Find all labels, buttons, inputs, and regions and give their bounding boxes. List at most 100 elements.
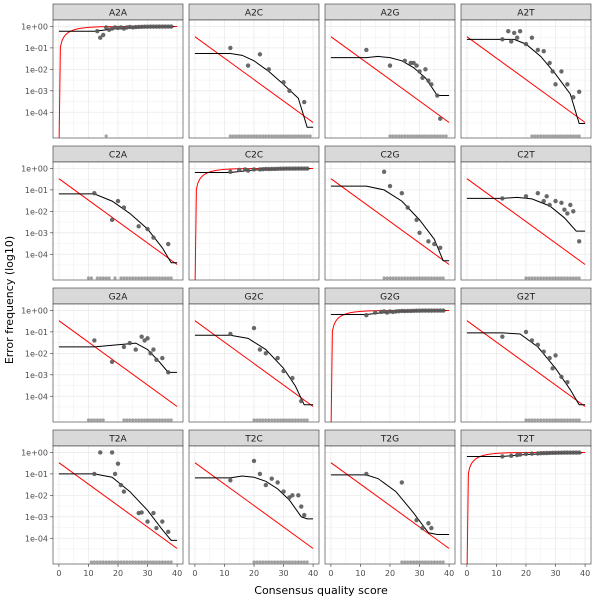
- y-tick-label: 1e-01: [25, 328, 48, 337]
- data-point: [364, 471, 369, 477]
- zero-count-point: [432, 276, 436, 280]
- data-point: [387, 63, 393, 68]
- zero-count-point: [577, 276, 581, 280]
- zero-count-point: [276, 134, 280, 138]
- data-point: [517, 29, 523, 34]
- facet-panel-g2a: G2A 1e+00 1e-01 1e-02 1e-03 1e-04: [21, 287, 184, 423]
- y-axis-title: Error frequency (log10): [3, 236, 16, 364]
- zero-count-point: [568, 134, 572, 138]
- data-point: [109, 450, 115, 455]
- zero-count-point: [539, 418, 543, 422]
- data-point: [547, 202, 552, 208]
- data-point: [509, 39, 514, 44]
- zero-count-point: [302, 560, 306, 564]
- data-point: [553, 82, 558, 87]
- data-point: [245, 168, 251, 173]
- panel-border: [324, 19, 456, 139]
- y-tick-label: 1e-02: [25, 491, 48, 500]
- zero-count-point: [417, 560, 422, 564]
- data-point: [550, 366, 555, 371]
- zero-count-point: [293, 560, 297, 564]
- data-point: [429, 82, 434, 87]
- data-point: [435, 93, 440, 98]
- data-point: [166, 241, 171, 247]
- zero-count-point: [299, 560, 303, 564]
- y-tick-label: 1e-03: [25, 371, 48, 380]
- zero-count-point: [435, 560, 439, 564]
- zero-count-point: [293, 418, 297, 422]
- x-tick-label: 0: [56, 569, 61, 578]
- zero-count-point: [441, 134, 445, 138]
- zero-count-point: [441, 560, 445, 564]
- data-point: [402, 58, 407, 64]
- zero-count-point: [548, 418, 552, 422]
- facet-panel-c2t: C2T: [460, 145, 592, 281]
- x-tick-label: 40: [172, 569, 182, 578]
- data-point: [364, 313, 369, 318]
- zero-count-point: [151, 418, 156, 422]
- zero-count-point: [166, 276, 170, 280]
- data-point: [121, 344, 127, 350]
- zero-count-point: [438, 560, 442, 564]
- y-tick-label: 1e+00: [21, 164, 48, 173]
- zero-count-point: [128, 560, 132, 564]
- zero-count-point: [400, 276, 404, 280]
- zero-count-point: [131, 560, 135, 564]
- data-point: [562, 207, 567, 212]
- zero-count-point: [148, 560, 153, 564]
- data-point: [101, 32, 106, 38]
- zero-count-point: [145, 418, 150, 422]
- data-point: [500, 454, 505, 459]
- zero-count-point: [163, 276, 167, 280]
- data-point: [559, 200, 564, 206]
- zero-count-point: [128, 276, 132, 280]
- zero-count-point: [568, 418, 572, 422]
- zero-count-point: [284, 560, 289, 564]
- data-point: [506, 29, 511, 34]
- zero-count-point: [110, 560, 114, 564]
- zero-count-point: [426, 560, 431, 564]
- zero-count-point: [397, 276, 401, 280]
- data-point: [514, 35, 520, 40]
- panel-border: [460, 303, 592, 423]
- zero-count-point: [539, 276, 543, 280]
- zero-count-point: [423, 134, 428, 138]
- data-point: [576, 239, 582, 244]
- zero-count-point: [154, 276, 159, 280]
- zero-count-point: [281, 560, 286, 564]
- data-point: [500, 37, 505, 42]
- data-point: [118, 482, 124, 488]
- zero-count-point: [574, 418, 578, 422]
- facet-panel-c2a: C2A 1e+00 1e-01 1e-02 1e-03 1e-04: [21, 145, 184, 281]
- facet-strip-label: C2A: [109, 151, 128, 161]
- zero-count-point: [530, 418, 534, 422]
- data-point: [544, 194, 549, 199]
- data-point: [523, 451, 529, 457]
- facet-strip-label: T2A: [108, 435, 127, 445]
- x-tick-label: 40: [444, 569, 454, 578]
- x-tick-label: 20: [521, 569, 531, 578]
- zero-count-point: [562, 418, 567, 422]
- zero-count-point: [122, 560, 126, 564]
- y-tick-label: 1e-02: [25, 65, 48, 74]
- data-point: [92, 191, 97, 196]
- x-tick-label: 10: [491, 569, 501, 578]
- data-point: [550, 69, 555, 74]
- zero-count-point: [107, 276, 111, 280]
- zero-count-point: [148, 276, 153, 280]
- zero-count-point: [267, 418, 271, 422]
- data-point: [429, 525, 434, 531]
- zero-count-point: [394, 134, 398, 138]
- data-point: [237, 167, 242, 173]
- data-point: [228, 169, 233, 174]
- zero-count-point: [435, 134, 439, 138]
- zero-count-point: [116, 560, 120, 564]
- panel-border: [52, 161, 184, 281]
- y-tick-label: 1e-02: [25, 349, 48, 358]
- zero-count-point: [273, 418, 277, 422]
- data-point: [399, 480, 405, 485]
- zero-count-point: [406, 560, 410, 564]
- data-point: [576, 89, 582, 94]
- zero-count-point: [536, 276, 540, 280]
